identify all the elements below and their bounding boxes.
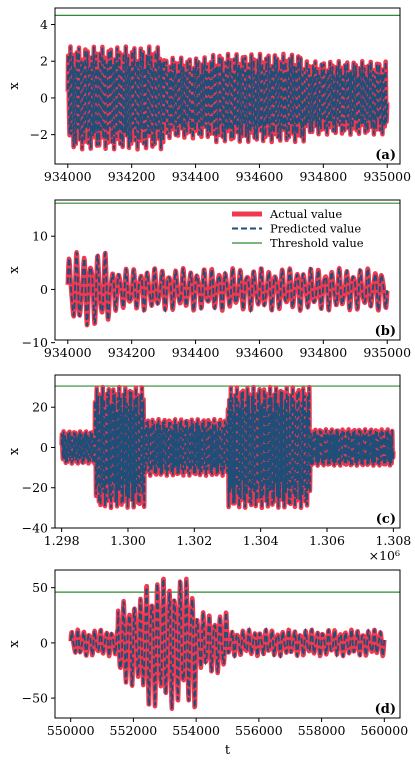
y-tick-label: 0 — [40, 282, 48, 297]
predicted-value-series — [69, 575, 386, 709]
y-axis-label: x — [7, 640, 22, 648]
x-tick-label: 934800 — [299, 169, 347, 184]
x-tick-label: 560000 — [360, 723, 408, 738]
y-tick-label: 0 — [40, 635, 48, 650]
y-tick-label: 0 — [40, 90, 48, 105]
panel-label: (d) — [375, 702, 396, 717]
panel-label: (b) — [375, 324, 396, 339]
plot-frame — [54, 199, 401, 341]
x-tick-label: 934400 — [172, 345, 220, 360]
y-tick-label: 50 — [32, 580, 48, 595]
predicted-value-series — [66, 46, 389, 150]
y-tick-label: −10 — [22, 335, 48, 350]
x-tick-label: 554000 — [172, 723, 220, 738]
x-tick-label: 1.298 — [44, 533, 80, 548]
panel-b: 934000 934200 934400 934600 934800 935000 −10 0… — [7, 199, 411, 360]
y-tick-label: −40 — [22, 521, 48, 536]
x-tick-label: 934200 — [108, 345, 156, 360]
predicted-value-series — [60, 387, 395, 508]
x-tick-label: 556000 — [235, 723, 283, 738]
y-tick-label: 10 — [32, 229, 48, 244]
x-tick-label: 1.302 — [176, 533, 212, 548]
x-exponent-label: ×10⁶ — [369, 548, 400, 563]
y-axis-label: x — [7, 447, 22, 455]
panel-label: (c) — [376, 512, 396, 527]
x-axis-label: t — [225, 743, 231, 758]
y-tick-label: −2 — [30, 127, 48, 142]
x-tick-label: 934000 — [44, 169, 92, 184]
x-tick-label: 934000 — [44, 345, 92, 360]
plot-frame — [54, 374, 401, 529]
plot-frame — [54, 7, 401, 165]
legend-threshold-label: Threshold value — [270, 236, 364, 250]
y-axis-label: x — [7, 266, 22, 274]
x-tick-label: 934600 — [236, 169, 284, 184]
actual-value-series — [65, 250, 390, 328]
x-tick-label: 935000 — [363, 169, 411, 184]
panel-c: 1.298 1.300 1.302 1.304 1.306 1.308 −40 −20 0 20 x… — [7, 374, 411, 563]
panel-a: 934000 934200 934400 934600 934800 935000 −2 0 2… — [7, 7, 411, 184]
y-axis-label: x — [7, 82, 22, 90]
predicted-value-series — [66, 250, 389, 326]
x-tick-label: 934400 — [172, 169, 220, 184]
x-tick-label: 550000 — [47, 723, 95, 738]
y-tick-label: −20 — [22, 480, 48, 495]
x-tick-label: 934800 — [299, 345, 347, 360]
x-tick-label: 1.304 — [243, 533, 279, 548]
plot-frame — [54, 569, 401, 719]
y-tick-label: 20 — [32, 400, 48, 415]
y-tick-label: 0 — [40, 440, 48, 455]
legend-actual-label: Actual value — [269, 207, 342, 221]
y-tick-label: −50 — [22, 691, 48, 706]
x-tick-label: 934600 — [236, 345, 284, 360]
x-tick-label: 934200 — [108, 169, 156, 184]
x-tick-label: 558000 — [298, 723, 346, 738]
panel-label: (a) — [375, 148, 396, 163]
x-tick-label: 1.306 — [309, 533, 345, 548]
x-tick-label: 1.308 — [375, 533, 411, 548]
x-tick-label: 935000 — [363, 345, 411, 360]
x-tick-label: 552000 — [110, 723, 158, 738]
panel-d: 550000 552000 554000 556000 558000 560000 −50 0… — [7, 569, 408, 758]
y-tick-label: 2 — [40, 54, 48, 69]
legend-predicted-label: Predicted value — [270, 222, 361, 236]
x-tick-label: 1.300 — [110, 533, 146, 548]
y-tick-label: 4 — [40, 17, 48, 32]
